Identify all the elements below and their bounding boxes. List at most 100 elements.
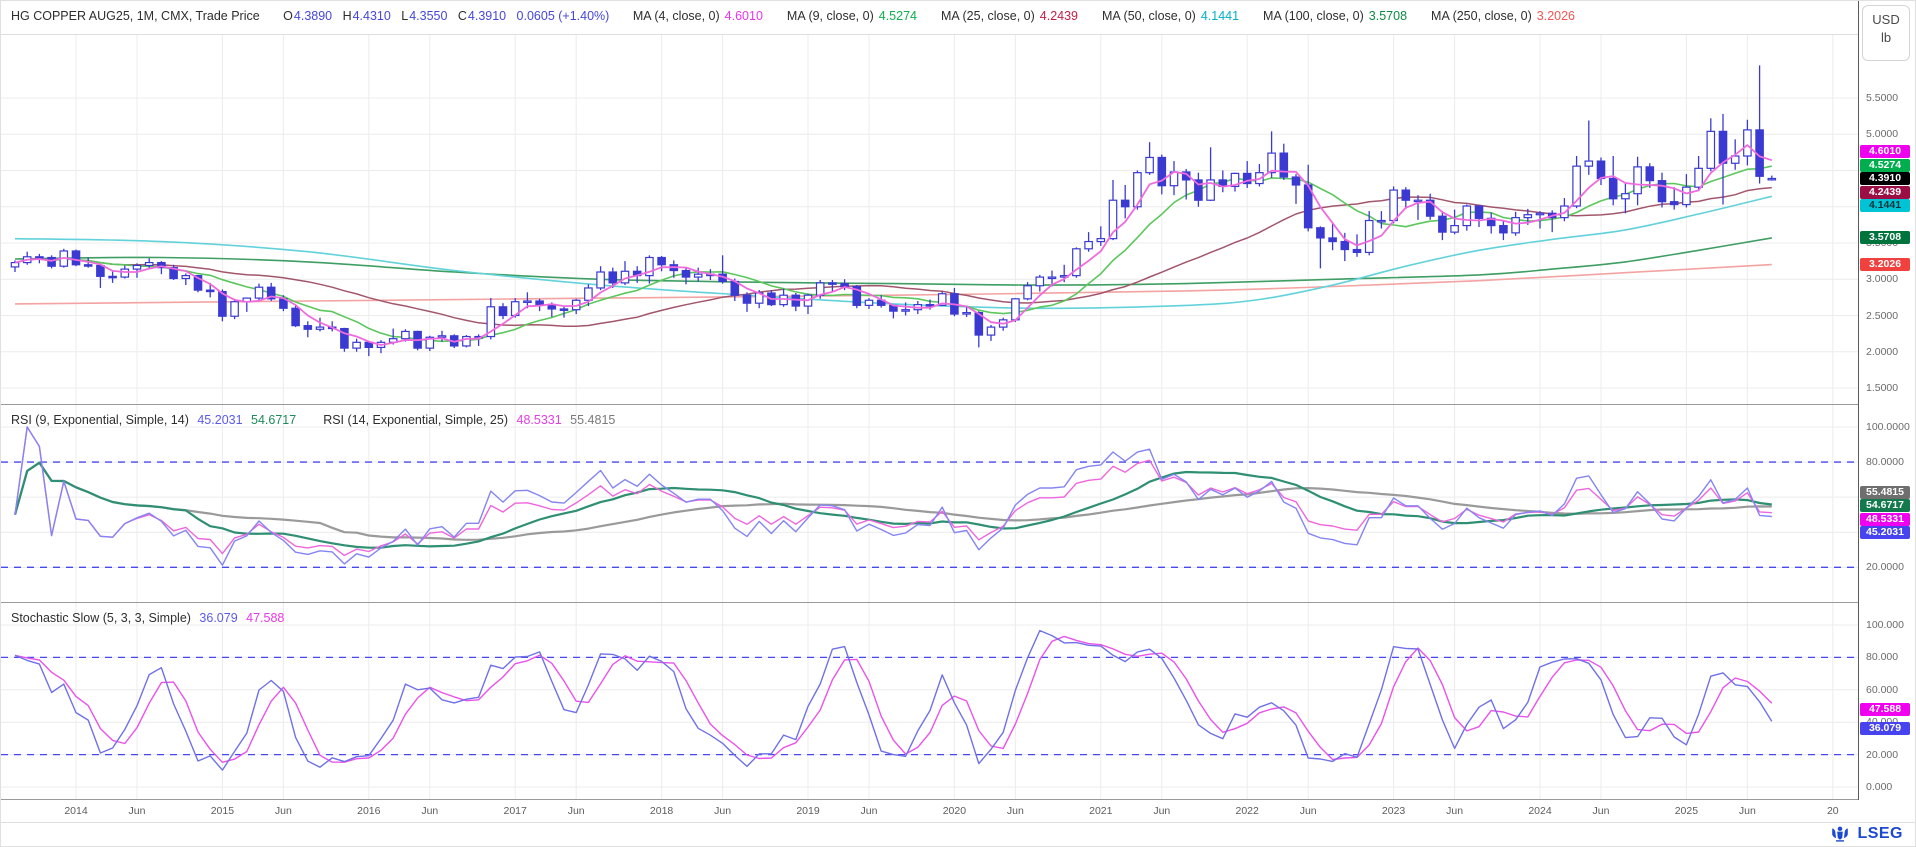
lseg-logo: LSEG (1828, 824, 1903, 844)
lseg-crest-icon (1832, 826, 1849, 842)
axis-tick-price: 1.5000 (1866, 382, 1899, 394)
ma-label: MA (25, close, 0) (940, 9, 1035, 23)
time-axis-label: 2025 (1674, 805, 1699, 817)
ma-legend-item: MA (9, close, 0) 4.5274 (787, 9, 917, 23)
time-axis-label: 2021 (1089, 805, 1113, 817)
time-axis-label: 2024 (1528, 805, 1552, 817)
time-axis-label: 20 (1826, 805, 1839, 817)
value-badge: 3.5708 (1860, 231, 1910, 245)
time-axis-label: 2023 (1381, 805, 1406, 817)
quote-pct-change: (+1.40%) (558, 9, 610, 23)
stochastic-k-value: 36.079 (199, 611, 238, 625)
time-axis-label: Jun (274, 805, 292, 817)
quote-net-change: 0.0605 (516, 9, 555, 23)
time-axis-label: 2014 (64, 805, 88, 817)
axis-tick-price: 5.0000 (1866, 128, 1899, 141)
chart-top-border (1, 34, 1915, 35)
ma-legend-item: MA (25, close, 0) 4.2439 (941, 9, 1078, 23)
rsi-value-1b: 54.6717 (251, 413, 297, 427)
time-axis-label: 2022 (1235, 805, 1259, 817)
time-axis-label: 2016 (357, 805, 381, 817)
rsi-label-2: RSI (14, Exponential, Simple, 25) (323, 413, 509, 427)
axis-tick-price: 2.0000 (1866, 345, 1899, 358)
time-axis-label: Jun (860, 805, 878, 817)
value-badge: 36.079 (1860, 721, 1910, 735)
instrument-title: HG COPPER AUG25, 1M, CMX, Trade Price (11, 9, 260, 23)
lseg-logo-text: LSEG (1857, 825, 1903, 842)
axis-unit-label: lb (1880, 30, 1892, 45)
axis-tick-stoch: 80.000 (1866, 651, 1899, 664)
value-badge: 4.2439 (1860, 185, 1910, 199)
ma-value: 4.1441 (1200, 9, 1240, 23)
value-badge: 4.6010 (1860, 145, 1910, 159)
axis-tick-stoch: 100.000 (1866, 619, 1904, 631)
time-axis-label: Jun (1153, 805, 1171, 817)
rsi-value-2b: 55.4815 (570, 413, 616, 427)
ma-label: MA (250, close, 0) (1431, 9, 1532, 23)
chart-canvas[interactable] (1, 1, 1858, 823)
value-badge: 4.5274 (1860, 158, 1910, 172)
time-axis-label: Jun (1299, 805, 1317, 817)
value-badge: 45.2031 (1860, 526, 1910, 540)
quote-low: L4.3550 (401, 9, 448, 23)
time-axis-label: Jun (421, 805, 439, 817)
quote-high: H4.4310 (342, 9, 391, 23)
axis-tick-price: 2.5000 (1866, 309, 1899, 322)
main-pane-legend: HG COPPER AUG25, 1M, CMX, Trade Price O4… (11, 9, 1599, 23)
ma-label: MA (50, close, 0) (1102, 9, 1196, 23)
time-axis-label: Jun (1006, 805, 1024, 817)
axis-tick-price: 5.5000 (1866, 92, 1899, 104)
pane-right-border (1858, 1, 1859, 800)
value-badge: 4.3910 (1860, 172, 1910, 186)
time-axis-label: 2018 (649, 805, 674, 817)
value-badge: 4.1441 (1860, 199, 1910, 213)
ma-legend-item: MA (4, close, 0) 4.6010 (633, 9, 763, 23)
value-badge: 48.5331 (1860, 512, 1910, 526)
ma-legend-item: MA (100, close, 0) 3.5708 (1263, 9, 1407, 23)
time-axis-label: Jun (1592, 805, 1610, 817)
rsi-pane-legend: RSI (9, Exponential, Simple, 14) 45.2031… (11, 413, 615, 427)
time-axis-label: 2015 (210, 805, 235, 817)
rsi-value-2: 48.5331 (516, 413, 562, 427)
ma-legend-item: MA (250, close, 0) 3.2026 (1431, 9, 1575, 23)
ma-legend-items: MA (4, close, 0) 4.6010 MA (9, close, 0) 4.… (633, 9, 1599, 23)
axis-tick-stoch: 0.000 (1866, 781, 1893, 793)
pane-separator-rsi-stoch[interactable] (1, 602, 1915, 603)
ma-label: MA (4, close, 0) (632, 9, 720, 23)
value-badge: 47.588 (1860, 703, 1910, 717)
time-axis[interactable]: 2014 Jun 2015 Jun 2016 Jun 2017 Jun 2018 Jun 2019 J… (1, 800, 1846, 823)
axis-tick-price: 3.0000 (1866, 273, 1899, 286)
rsi-value-1: 45.2031 (197, 413, 243, 427)
time-axis-bottom-border (1, 822, 1915, 823)
pane-separator-main-rsi[interactable] (1, 404, 1915, 405)
time-axis-label: Jun (567, 805, 585, 817)
stochastic-d-value: 47.588 (246, 611, 285, 625)
time-axis-label: Jun (714, 805, 732, 817)
axis-tick-stoch: 60.000 (1866, 683, 1899, 696)
ma-label: MA (100, close, 0) (1263, 9, 1364, 23)
axis-tick-rsi: 20.0000 (1866, 561, 1904, 574)
axis-tick-rsi: 100.0000 (1866, 421, 1910, 433)
time-axis-label: Jun (1738, 805, 1756, 817)
ma-value: 4.2439 (1039, 9, 1079, 23)
value-badge: 54.6717 (1860, 499, 1910, 513)
ma-value: 4.5274 (878, 9, 917, 23)
time-axis-label: 2017 (503, 805, 527, 817)
ma-value: 4.6010 (724, 9, 763, 23)
ma-legend-item: MA (50, close, 0) 4.1441 (1102, 9, 1239, 23)
time-axis-label: Jun (1446, 805, 1464, 817)
time-axis-label: 2020 (942, 805, 967, 817)
ma-label: MA (9, close, 0) (786, 9, 874, 23)
stochastic-label: Stochastic Slow (5, 3, 3, Simple) (11, 611, 191, 625)
time-axis-label: 2019 (796, 805, 820, 817)
axis-tick-rsi: 80.0000 (1866, 456, 1904, 469)
axis-unit-box: USD lb (1862, 5, 1910, 61)
value-badge: 55.4815 (1860, 485, 1910, 499)
axis-tick-stoch: 20.000 (1866, 748, 1899, 761)
quote-open: O4.3890 (283, 9, 333, 23)
time-axis-label: Jun (128, 805, 146, 817)
ma-value: 3.2026 (1536, 9, 1576, 23)
value-axis[interactable]: 5.50005.00004.50004.00003.50003.00002.50… (1858, 1, 1915, 800)
time-axis-top-border (1, 799, 1915, 800)
